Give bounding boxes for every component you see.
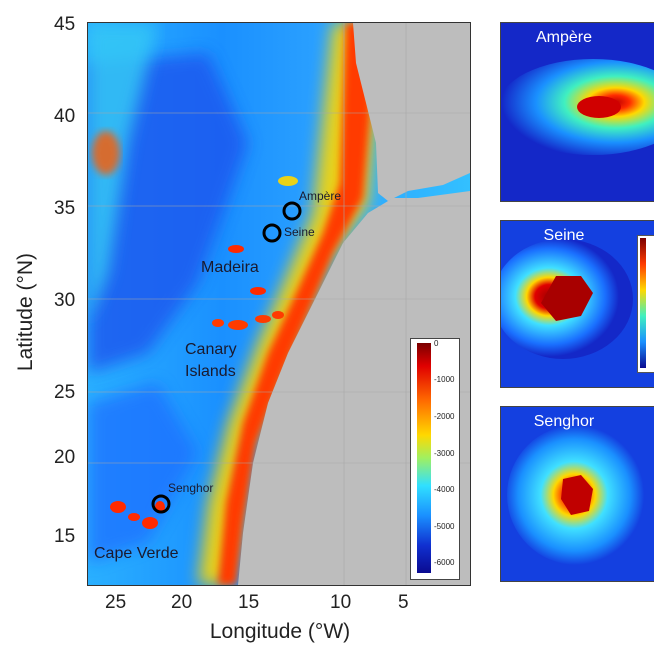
depth-colorbar: 0 -1000 -2000 -3000 -4000 -5000 -6000: [410, 338, 460, 580]
y-tick-20: 20: [54, 447, 76, 468]
seine-circle: [262, 223, 282, 243]
y-axis-label: Latitude (°N): [14, 252, 37, 372]
x-tick-10: 10: [330, 592, 352, 613]
inset-ampere: Ampère: [500, 22, 654, 202]
x-axis-label: Longitude (°W): [209, 620, 351, 643]
land-grid: [88, 23, 470, 585]
x-tick-25: 25: [105, 592, 127, 613]
x-tick-5: 5: [398, 592, 409, 613]
senghor-circle: [151, 494, 171, 514]
inset-ampere-svg: [501, 23, 654, 201]
inset-seine-title: Seine: [543, 227, 585, 244]
inset-ampere-title: Ampère: [535, 29, 593, 46]
y-tick-45: 45: [54, 14, 76, 35]
bathymetry-map: Ampère Seine Madeira Canary Islands Seng…: [87, 22, 471, 586]
ampere-circle: [282, 201, 302, 221]
label-madeira: Madeira: [201, 259, 259, 276]
cbar-tick-0: 0: [434, 339, 439, 348]
inset-senghor: Senghor: [500, 406, 654, 582]
x-tick-15: 15: [238, 592, 260, 613]
iberia-land: [353, 23, 470, 201]
inset-seine-colorbar: [637, 235, 654, 373]
label-cape-verde: Cape Verde: [94, 545, 179, 562]
inset-seine: Seine: [500, 220, 654, 388]
colorbar-gradient: [417, 343, 431, 573]
inset-seine-svg: [501, 221, 654, 387]
x-tick-20: 20: [171, 592, 193, 613]
mid-atlantic-ridge: [88, 23, 158, 323]
y-tick-35: 35: [54, 198, 76, 219]
cbar-tick-1000: -1000: [434, 375, 455, 384]
inset-senghor-svg: [501, 407, 654, 581]
deep-basin-south: [88, 383, 198, 563]
y-tick-15: 15: [54, 526, 76, 547]
cbar-tick-4000: -4000: [434, 485, 455, 494]
cbar-tick-6000: -6000: [434, 558, 455, 567]
cbar-tick-2000: -2000: [434, 412, 455, 421]
label-senghor: Senghor: [168, 481, 214, 495]
y-tick-25: 25: [54, 382, 76, 403]
bathymetry-map-svg: [88, 23, 470, 585]
y-tick-40: 40: [54, 106, 76, 127]
island-groups: [92, 131, 298, 529]
label-seine: Seine: [284, 225, 315, 239]
cbar-tick-5000: -5000: [434, 522, 455, 531]
shelf-red: [218, 23, 378, 585]
label-ampere: Ampère: [299, 189, 342, 203]
label-canary: Canary: [185, 341, 237, 358]
inset-senghor-title: Senghor: [533, 413, 595, 430]
y-tick-30: 30: [54, 290, 76, 311]
label-islands: Islands: [185, 363, 236, 380]
cbar-tick-3000: -3000: [434, 449, 455, 458]
